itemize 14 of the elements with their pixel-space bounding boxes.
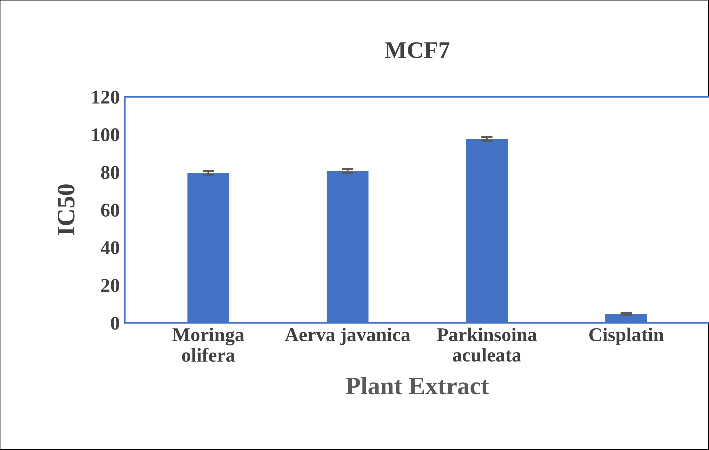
y-tick-label: 120 — [92, 90, 120, 104]
y-tick-label: 100 — [92, 128, 120, 142]
y-tick-label: 40 — [100, 241, 120, 255]
x-tick-label: Cisplatin — [590, 328, 664, 346]
x-tick-label: Aerva javanica — [285, 328, 410, 346]
x-tick-label: Parkinsoina aculeata — [437, 328, 538, 362]
x-axis-title: Plant Extract — [346, 377, 490, 395]
y-tick-label: 80 — [101, 166, 120, 180]
y-axis-title: IC50 — [58, 184, 75, 236]
y-tick-label: 20 — [102, 279, 120, 292]
chart-title: MCF7 — [385, 42, 450, 58]
x-tick-label: Moringa olifera — [172, 328, 244, 362]
y-tick-label: 60 — [101, 204, 120, 217]
y-tick-label: 0 — [111, 316, 120, 330]
